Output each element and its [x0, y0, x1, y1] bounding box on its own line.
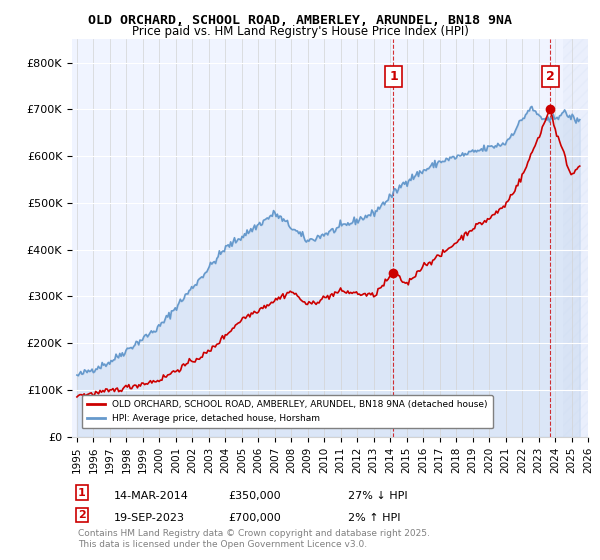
- Text: £350,000: £350,000: [228, 491, 281, 501]
- Text: 27% ↓ HPI: 27% ↓ HPI: [348, 491, 407, 501]
- Text: Price paid vs. HM Land Registry's House Price Index (HPI): Price paid vs. HM Land Registry's House …: [131, 25, 469, 38]
- Text: 2% ↑ HPI: 2% ↑ HPI: [348, 513, 401, 523]
- Text: 14-MAR-2014: 14-MAR-2014: [114, 491, 189, 501]
- Legend: OLD ORCHARD, SCHOOL ROAD, AMBERLEY, ARUNDEL, BN18 9NA (detached house), HPI: Ave: OLD ORCHARD, SCHOOL ROAD, AMBERLEY, ARUN…: [82, 395, 493, 428]
- Text: Contains HM Land Registry data © Crown copyright and database right 2025.
This d: Contains HM Land Registry data © Crown c…: [78, 529, 430, 549]
- Bar: [563, 39, 591, 437]
- Text: £700,000: £700,000: [228, 513, 281, 523]
- Text: 19-SEP-2023: 19-SEP-2023: [114, 513, 185, 523]
- Text: 2: 2: [546, 70, 555, 83]
- Text: 2: 2: [78, 510, 86, 520]
- Text: 1: 1: [78, 488, 86, 498]
- Text: 1: 1: [389, 70, 398, 83]
- Text: OLD ORCHARD, SCHOOL ROAD, AMBERLEY, ARUNDEL, BN18 9NA: OLD ORCHARD, SCHOOL ROAD, AMBERLEY, ARUN…: [88, 14, 512, 27]
